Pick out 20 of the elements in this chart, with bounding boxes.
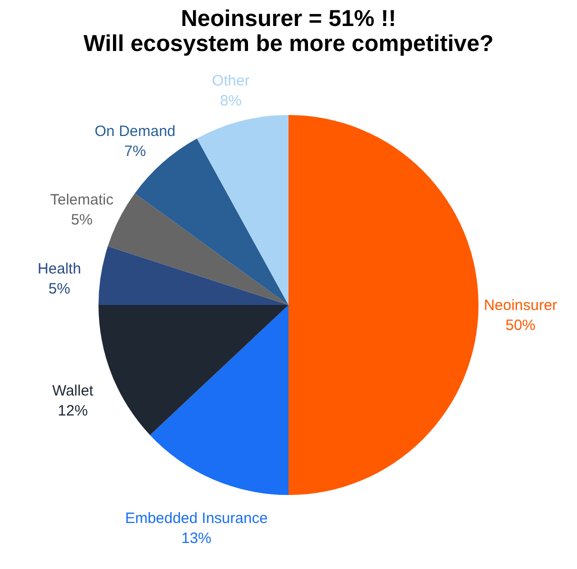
data-label: 5%	[70, 212, 93, 229]
slice-label: Health	[38, 260, 82, 278]
pie-slice	[98, 305, 288, 436]
slice-label: Neoinsurer	[484, 297, 558, 314]
pie-slice	[288, 115, 478, 495]
data-label: 5%	[48, 280, 70, 298]
data-label: 12%	[58, 402, 88, 420]
slice-label: Wallet	[52, 382, 94, 400]
slice-label: On Demand	[94, 122, 176, 140]
data-label: 50%	[505, 317, 536, 334]
slice-label: Other	[212, 72, 250, 90]
pie-slice	[196, 115, 288, 305]
data-label: 13%	[181, 530, 212, 547]
chart-title: Neoinsurer = 51% !! Will ecosystem be more competitive?	[83, 5, 494, 56]
slice-label: Telematic	[50, 192, 114, 209]
pie-slice	[98, 246, 288, 305]
data-label: 8%	[220, 92, 242, 110]
data-label: 7%	[124, 142, 146, 160]
pie-slice	[150, 305, 288, 495]
slice-label: Embedded Insurance	[125, 510, 268, 527]
